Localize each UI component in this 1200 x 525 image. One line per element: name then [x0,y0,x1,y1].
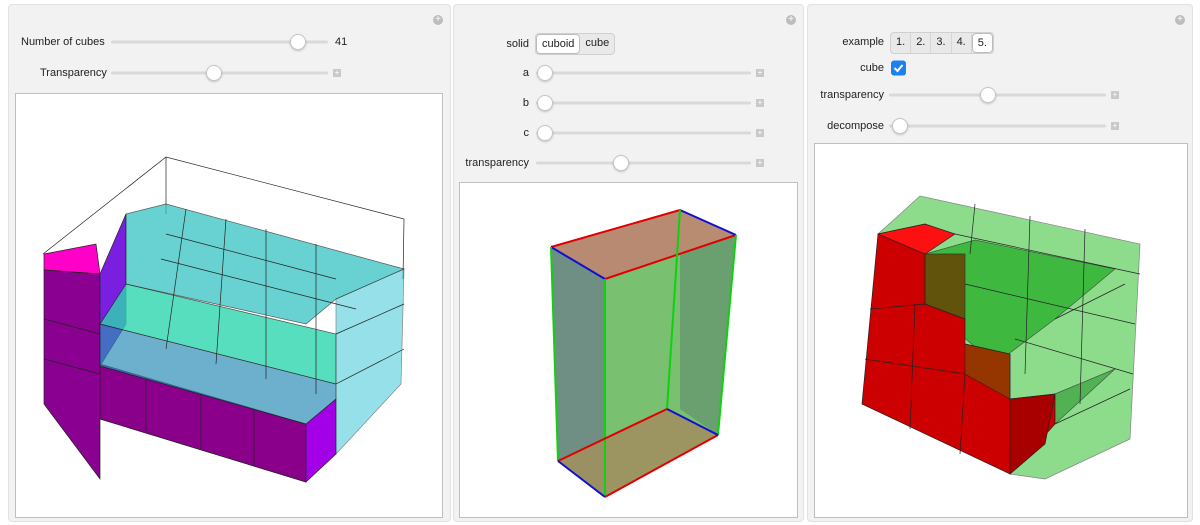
control-label: b [522,97,529,109]
setter-button[interactable]: cube [585,37,610,49]
panel: + solid cuboid cube a + b + c + transpar… [453,4,804,522]
cuboid-graphic [550,209,737,498]
setter-button[interactable]: 3. [931,33,952,53]
checkmark [893,64,904,73]
slider-knob[interactable] [537,95,553,111]
expand-button[interactable]: + [756,68,764,77]
expand-button[interactable]: + [756,158,764,167]
panel: + example 1. 2. 3. 4. 5. cube transparen… [807,4,1193,522]
control-label: cube [860,62,884,74]
expand-button[interactable]: + [756,128,764,137]
setter-button[interactable]: cuboid [536,34,581,54]
slider[interactable] [889,124,1106,128]
control-label: decompose [827,120,884,132]
expand-button[interactable]: + [1111,90,1119,99]
slider-knob[interactable] [537,65,553,81]
setter-button[interactable]: 4. [952,33,972,53]
setter-button[interactable]: 2. [911,33,932,53]
slider[interactable] [536,71,751,75]
expand-button[interactable]: + [756,98,764,107]
setter-button[interactable]: 5. [971,33,993,53]
control-label: Number of cubes [21,36,105,48]
control-label: a [522,67,529,79]
setter-button[interactable]: 1. [891,33,912,53]
slider[interactable] [536,131,751,135]
graphics [15,93,443,518]
panel: + Number of cubes 41 Transparency + [8,4,451,522]
graphics [814,143,1188,518]
slider-value: 41 [335,36,348,48]
options-button[interactable]: + [786,15,796,25]
cube-decomposition-graphic [861,195,1141,480]
slider-knob[interactable] [980,87,996,103]
slider[interactable] [536,161,751,165]
control-label: solid [506,38,529,50]
slider-knob[interactable] [537,125,553,141]
setter-bar: cuboid cube [535,33,616,55]
control-label: transparency [820,89,884,101]
expand-button[interactable]: + [333,68,341,77]
options-button[interactable]: + [1175,15,1185,25]
slider[interactable] [889,93,1106,97]
options-button[interactable]: + [433,15,443,25]
slider-knob[interactable] [892,118,908,134]
cubes-graphic [42,156,406,483]
control-label: transparency [465,157,529,169]
slider-knob[interactable] [613,155,629,171]
slider[interactable] [536,101,751,105]
expand-button[interactable]: + [1111,121,1119,130]
slider[interactable] [111,40,328,44]
graphics [459,182,798,518]
checkbox[interactable] [891,60,906,76]
control-label: example [842,36,884,48]
control-label: c [523,127,530,139]
setter-bar: 1. 2. 3. 4. 5. [890,32,994,54]
slider-knob[interactable] [290,34,306,50]
control-label: Transparency [40,67,107,79]
slider-knob[interactable] [206,65,222,81]
